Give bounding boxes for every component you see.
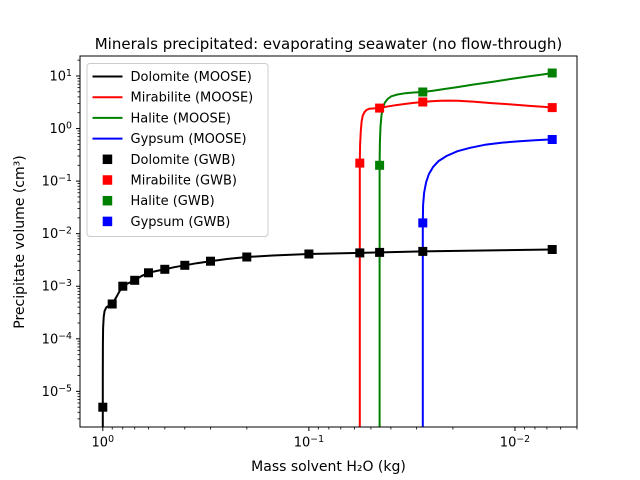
legend-label: Dolomite (MOOSE) xyxy=(131,70,252,85)
series-markers-dolomite-gwb xyxy=(98,245,557,412)
tick-label: 10−1 xyxy=(294,434,324,451)
data-point-marker xyxy=(418,87,428,97)
series-line-halite-moose xyxy=(378,72,553,427)
tick-label: 10−2 xyxy=(500,434,530,451)
y-axis-label: Precipitate volume (cm³) xyxy=(12,155,28,329)
data-point-marker xyxy=(98,402,108,412)
x-axis: 100 10−1 10−2 xyxy=(92,427,578,451)
tick-label: 10−4 xyxy=(42,331,72,348)
data-point-marker xyxy=(418,246,428,256)
series-markers-gypsum-gwb xyxy=(418,135,557,228)
data-point-marker xyxy=(130,275,140,285)
data-point-marker xyxy=(107,299,117,309)
series-markers-halite-gwb xyxy=(375,68,557,170)
legend-label: Halite (MOOSE) xyxy=(131,111,231,126)
legend-marker-sample xyxy=(102,175,113,185)
legend-marker-sample xyxy=(102,154,113,165)
data-point-marker xyxy=(418,97,428,107)
data-point-marker xyxy=(242,252,252,262)
data-point-marker xyxy=(118,281,128,291)
tick-label: 100 xyxy=(50,121,73,138)
legend-label: Halite (GWB) xyxy=(131,194,215,209)
data-point-marker xyxy=(206,256,215,266)
legend-label: Mirabilite (GWB) xyxy=(131,174,237,189)
legend-item-dolomite-moose: Dolomite (MOOSE) xyxy=(92,70,252,85)
legend-item-halite-moose: Halite (MOOSE) xyxy=(92,111,231,126)
data-point-marker xyxy=(547,68,557,78)
series-line-gypsum-moose xyxy=(421,138,553,427)
data-point-marker xyxy=(547,135,557,144)
data-point-marker xyxy=(375,103,385,113)
data-point-marker xyxy=(547,103,557,113)
legend-marker-sample xyxy=(102,216,113,227)
legend: Dolomite (MOOSE) Mirabilite (MOOSE) Halite… xyxy=(86,63,269,237)
legend-label: Mirabilite (MOOSE) xyxy=(131,91,254,106)
legend-label: Gypsum (MOOSE) xyxy=(131,132,247,147)
legend-item-mirabilite-moose: Mirabilite (MOOSE) xyxy=(92,91,254,106)
data-point-marker xyxy=(355,158,365,168)
data-point-marker xyxy=(418,218,428,228)
chart-title: Minerals precipitated: evaporating seawa… xyxy=(94,35,563,53)
series-line-mirabilite-moose xyxy=(358,99,553,427)
tick-label: 10−5 xyxy=(42,383,72,400)
tick-label: 10−1 xyxy=(42,173,72,190)
data-point-marker xyxy=(355,248,365,258)
series-markers-mirabilite-gwb xyxy=(355,97,557,168)
data-point-marker xyxy=(160,264,170,274)
series-line-dolomite-moose xyxy=(101,248,553,427)
data-point-marker xyxy=(304,249,314,259)
legend-marker-sample xyxy=(102,195,113,206)
tick-label: 101 xyxy=(50,68,73,85)
legend-item-gypsum-gwb: Gypsum (GWB) xyxy=(102,215,231,230)
y-axis: 101 100 10−1 10−2 10−3 10−4 10−5 xyxy=(42,59,80,420)
legend-item-mirabilite-gwb: Mirabilite (GWB) xyxy=(102,174,237,189)
data-point-marker xyxy=(180,260,190,270)
tick-label: 100 xyxy=(92,434,115,451)
legend-item-halite-gwb: Halite (GWB) xyxy=(102,194,215,209)
data-point-marker xyxy=(144,268,153,278)
x-axis-label: Mass solvent H₂O (kg) xyxy=(251,459,406,475)
legend-label: Dolomite (GWB) xyxy=(131,153,236,168)
data-point-marker xyxy=(375,247,385,257)
legend-item-dolomite-gwb: Dolomite (GWB) xyxy=(102,153,236,168)
legend-item-gypsum-moose: Gypsum (MOOSE) xyxy=(92,132,247,147)
legend-box xyxy=(86,63,269,237)
data-point-marker xyxy=(375,160,385,170)
tick-label: 10−2 xyxy=(42,226,72,243)
tick-label: 10−3 xyxy=(42,278,72,295)
data-point-marker xyxy=(547,245,557,254)
legend-label: Gypsum (GWB) xyxy=(131,215,231,230)
series-layer xyxy=(98,68,557,427)
